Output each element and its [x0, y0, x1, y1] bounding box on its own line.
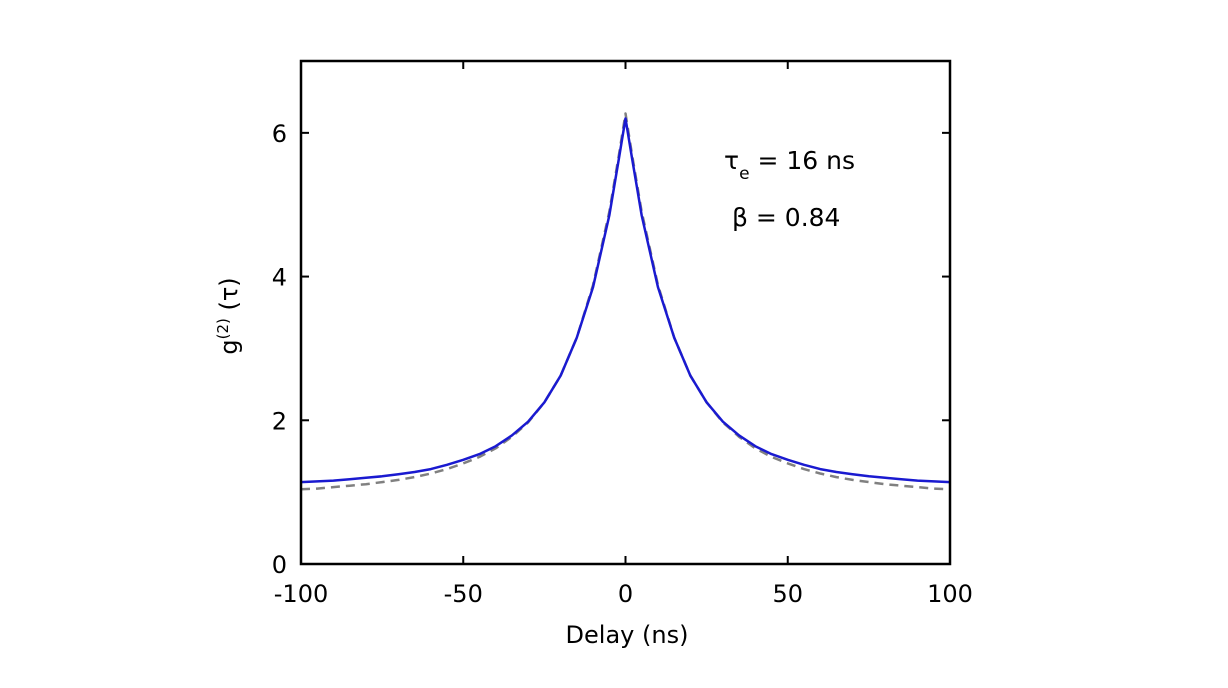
measured-data-series	[300, 117, 951, 484]
x-tick-label: 0	[618, 580, 633, 608]
x-tick-label: 50	[772, 580, 803, 608]
plot-frame	[299, 59, 952, 566]
fit-curve-series	[300, 112, 951, 491]
y-tick-label: 6	[272, 120, 287, 148]
y-tick-label: 4	[272, 264, 287, 292]
y-axis-label: g(2) (τ)	[214, 277, 243, 354]
y-tick-label: 2	[272, 407, 287, 435]
annotation-beta: β = 0.84	[732, 203, 840, 232]
x-tick-label: -100	[274, 580, 328, 608]
x-tick-label: 100	[927, 580, 973, 608]
annotation-tau-e: τe = 16 ns	[724, 146, 855, 184]
x-tick-label: -50	[444, 580, 483, 608]
y-tick-label: 0	[272, 551, 287, 579]
x-axis-label: Delay (ns)	[566, 621, 689, 649]
